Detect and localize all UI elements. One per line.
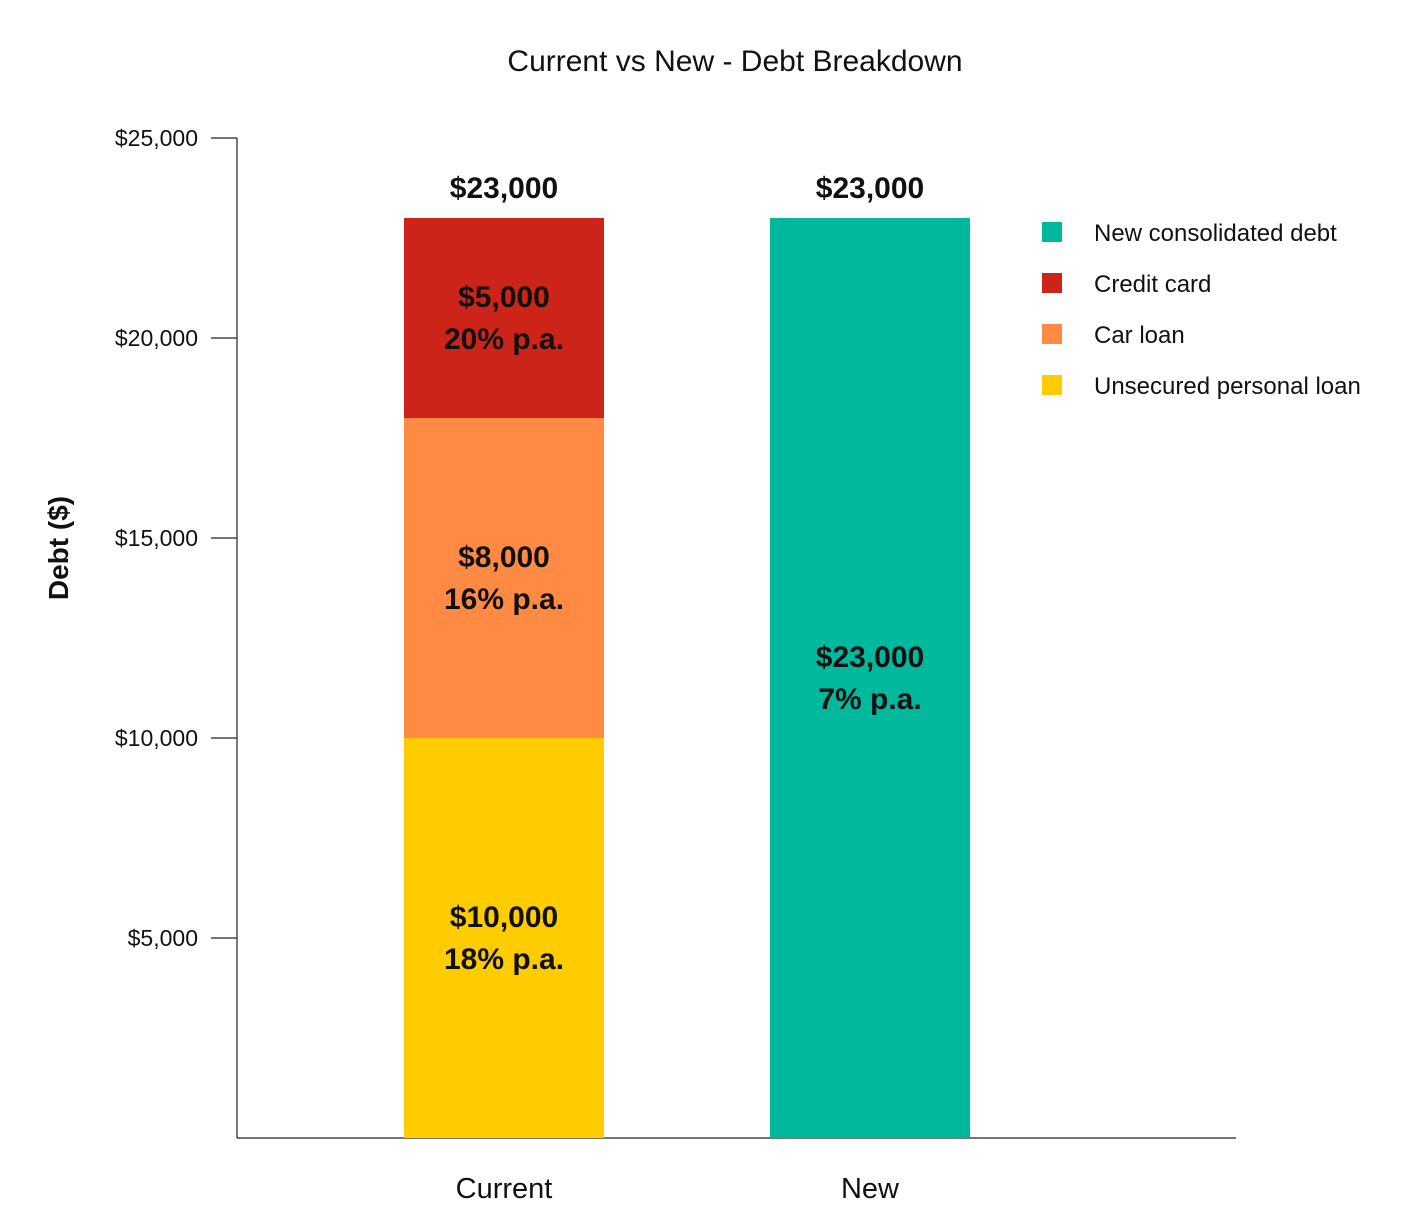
y-axis-label: Debt ($) [43,496,74,600]
segment-label: 7% p.a. [818,683,921,716]
segment-label: $8,000 [458,541,550,574]
legend-swatch [1042,222,1062,242]
y-tick-label: $20,000 [115,325,198,351]
legend-label: Unsecured personal loan [1094,373,1361,400]
legend: New consolidated debt Credit card Car loan… [1042,220,1361,400]
legend-swatch [1042,375,1062,395]
bar-current-car-loan [404,418,604,738]
legend-label: New consolidated debt [1094,220,1337,247]
legend-swatch [1042,273,1062,293]
bar-total-label: $23,000 [450,172,558,205]
segment-label: 20% p.a. [444,323,564,356]
segment-label: $23,000 [816,641,924,674]
chart-title: Current vs New - Debt Breakdown [507,45,962,78]
bar-current-credit-card [404,218,604,418]
x-tick-label: New [841,1173,900,1205]
y-tick-label: $10,000 [115,725,198,751]
legend-label: Credit card [1094,271,1211,298]
legend-swatch [1042,324,1062,344]
x-tick-label: Current [456,1173,553,1205]
y-tick-label: $5,000 [128,925,198,951]
bar-new-new-consolidated-debt [770,218,970,1138]
y-tick-label: $15,000 [115,525,198,551]
bar-total-label: $23,000 [816,172,924,205]
bar-current-unsecured-personal-loan [404,738,604,1138]
plot-area: $5,000 $10,000 $15,000 $20,000 $25,000 $10,00… [115,125,1236,1205]
legend-label: Car loan [1094,322,1185,349]
segment-label: $10,000 [450,901,558,934]
segment-label: 16% p.a. [444,583,564,616]
segment-label: $5,000 [458,281,550,314]
segment-label: 18% p.a. [444,943,564,976]
y-tick-label: $25,000 [115,125,198,151]
